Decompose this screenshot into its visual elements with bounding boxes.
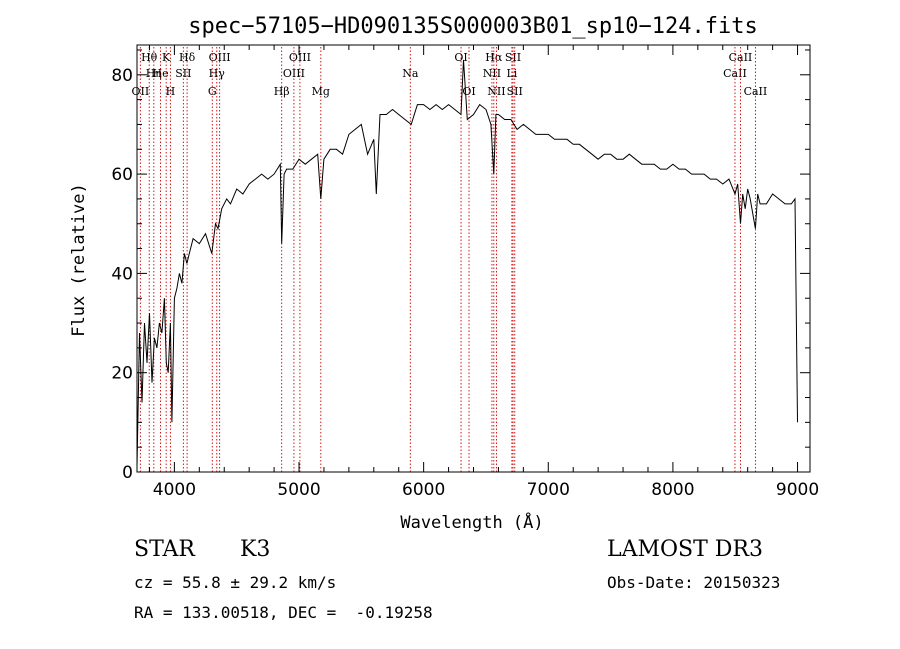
- spectral-line-label: OIII: [283, 67, 305, 80]
- spectral-line-label: OII: [132, 85, 150, 98]
- y-tick-label: 0: [122, 463, 133, 483]
- spectral-line-label: Hθ: [141, 51, 158, 64]
- spectral-line-label: CaII: [723, 67, 747, 80]
- spectral-line-label: He: [153, 67, 169, 80]
- spectrum-series: [136, 59, 798, 468]
- spectral-line-label: Hα: [485, 51, 503, 64]
- spectral-line-label: Mg: [312, 85, 330, 98]
- spectral-line-label: G: [208, 85, 217, 98]
- x-tick-label: 8000: [651, 480, 694, 500]
- y-tick-label: 40: [111, 264, 133, 284]
- spectral-line-label: NII: [487, 85, 505, 98]
- x-tick-label: 4000: [153, 480, 196, 500]
- x-tick-label: 5000: [277, 480, 320, 500]
- spectral-line-label: OI: [462, 85, 475, 98]
- x-axis-label: Wavelength (Å): [400, 511, 543, 533]
- y-tick-label: 80: [111, 66, 133, 86]
- y-tick-label: 60: [111, 165, 133, 185]
- spectral-line-label: Hβ: [274, 85, 290, 98]
- plot-frame: [136, 44, 811, 473]
- spectral-subclass: K3: [240, 537, 271, 562]
- chart-title: spec−57105−HD090135S000003B01_sp10−124.f…: [188, 14, 758, 39]
- survey-name: LAMOST DR3: [607, 537, 763, 562]
- spectral-line-label: Hη: [146, 67, 162, 80]
- spectral-line-label: CaII: [729, 51, 753, 64]
- coordinates-text: RA = 133.00518, DEC = -0.19258: [134, 603, 433, 622]
- spectral-line-label: SII: [507, 85, 523, 98]
- spectral-line-label: NII: [483, 67, 501, 80]
- observation-date: Obs-Date: 20150323: [607, 573, 781, 592]
- spectral-line-label: CaII: [744, 85, 768, 98]
- object-class: STAR: [134, 537, 195, 562]
- spectral-line-label: OIII: [289, 51, 311, 64]
- spectral-line-label: Li: [506, 67, 517, 80]
- y-axis-label: Flux (relative): [69, 183, 89, 337]
- spectral-line-label: OI: [454, 51, 467, 64]
- spectral-line-label: OIII: [209, 51, 231, 64]
- x-tick-label: 7000: [527, 480, 570, 500]
- spectral-line-label: Hδ: [179, 51, 196, 64]
- spectral-line-label: SII: [175, 67, 191, 80]
- spectral-line-label: Na: [402, 67, 419, 80]
- spectral-line-label: SII: [505, 51, 521, 64]
- x-tick-label: 6000: [402, 480, 445, 500]
- redshift-text: cz = 55.8 ± 29.2 km/s: [134, 573, 337, 592]
- y-tick-label: 20: [111, 364, 133, 384]
- spectral-line-label: H: [166, 85, 176, 98]
- spectral-line-label: K: [162, 51, 171, 64]
- x-tick-label: 9000: [776, 480, 819, 500]
- spectral-line-label: Hγ: [209, 67, 226, 80]
